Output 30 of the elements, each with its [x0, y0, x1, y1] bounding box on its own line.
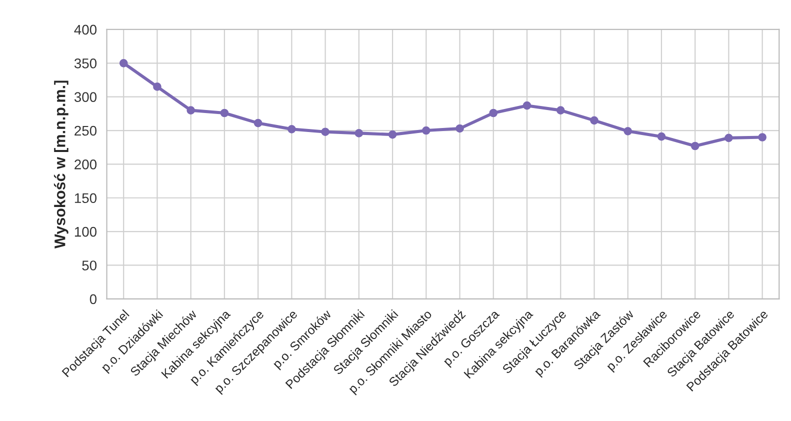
y-tick-label: 100: [74, 226, 97, 237]
y-tick-label: 0: [90, 294, 97, 304]
point: [758, 133, 766, 142]
point: [724, 134, 733, 142]
point: [422, 126, 430, 135]
point: [388, 130, 397, 139]
point: [220, 108, 229, 118]
point: [624, 127, 632, 136]
point: [119, 58, 128, 68]
point: [522, 101, 532, 110]
point: [288, 124, 296, 134]
y-tick-label: 200: [74, 160, 97, 170]
point: [489, 108, 498, 118]
point: [590, 116, 598, 125]
point: [153, 82, 162, 91]
point: [254, 118, 262, 128]
point: [657, 132, 666, 141]
y-tick-label: 300: [74, 92, 97, 102]
y-tick-label: 400: [74, 24, 97, 35]
y-tick-label: 50: [82, 260, 97, 270]
y-tick-label: 150: [74, 193, 97, 204]
point: [354, 129, 364, 138]
point: [690, 142, 700, 150]
point: [186, 106, 195, 114]
y-axis-title: Wysokość w [m.n.p.m.]: [54, 80, 68, 248]
y-tick-label: 350: [74, 58, 97, 68]
point: [456, 124, 464, 133]
y-tick-label: 250: [74, 126, 97, 136]
point: [321, 128, 330, 136]
point: [556, 106, 565, 114]
